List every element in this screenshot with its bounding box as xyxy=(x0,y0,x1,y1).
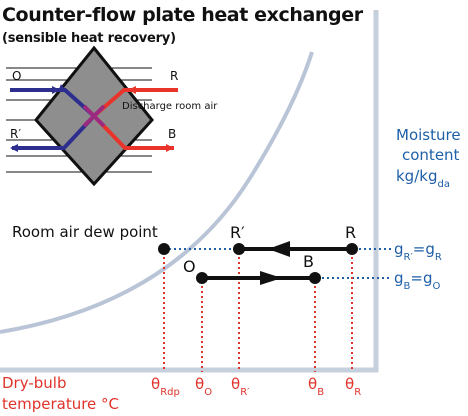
point-o xyxy=(196,272,208,284)
point-r xyxy=(346,243,358,255)
point-label-r: R xyxy=(345,223,356,242)
temp-label-r-prime: θR′ xyxy=(231,375,250,398)
mix-crossing-b xyxy=(82,104,106,128)
temperature-labels: θRdp θO θR′ θB θR xyxy=(151,375,361,398)
temp-label-o: θO xyxy=(195,375,212,398)
temp-label-rdp: θRdp xyxy=(151,375,180,398)
x-axis-label-line2: temperature °C xyxy=(2,395,119,413)
discharge-room-air-label: Discharge room air xyxy=(122,101,218,112)
saturation-curve xyxy=(0,51,314,334)
stream-label-o: O xyxy=(12,69,21,83)
dew-point-label: Room air dew point xyxy=(12,223,158,241)
moisture-label-bottom: gB=gO xyxy=(394,269,441,292)
x-axis-label-line1: Dry-bulb xyxy=(2,374,66,392)
stream-label-r: R xyxy=(170,69,178,83)
point-label-o: O xyxy=(183,257,196,276)
diagram-subtitle: (sensible heat recovery) xyxy=(2,31,176,46)
room-air-process-arrow xyxy=(268,241,290,257)
point-label-b: B xyxy=(303,252,314,271)
temp-label-b: θB xyxy=(308,375,324,398)
moisture-axis-label: Moisture content kg/kgda xyxy=(396,126,461,190)
temp-label-r: θR xyxy=(345,375,361,398)
point-r-prime xyxy=(233,243,245,255)
point-b xyxy=(309,272,321,284)
moisture-label-line1: Moisture xyxy=(396,126,461,144)
outdoor-air-process-arrow xyxy=(260,271,282,285)
stream-label-b: B xyxy=(168,127,176,141)
diagram-title: Counter-flow plate heat exchanger xyxy=(2,4,364,26)
temperature-guide-lines xyxy=(163,252,353,372)
moisture-label-line2: content xyxy=(402,146,460,164)
moisture-label-line3: kg/kgda xyxy=(396,167,450,190)
point-dew-point xyxy=(158,243,170,255)
moisture-label-top: gR′=gR xyxy=(394,240,442,263)
stream-label-r-prime: R′ xyxy=(10,127,21,141)
point-label-r-prime: R′ xyxy=(230,223,245,242)
